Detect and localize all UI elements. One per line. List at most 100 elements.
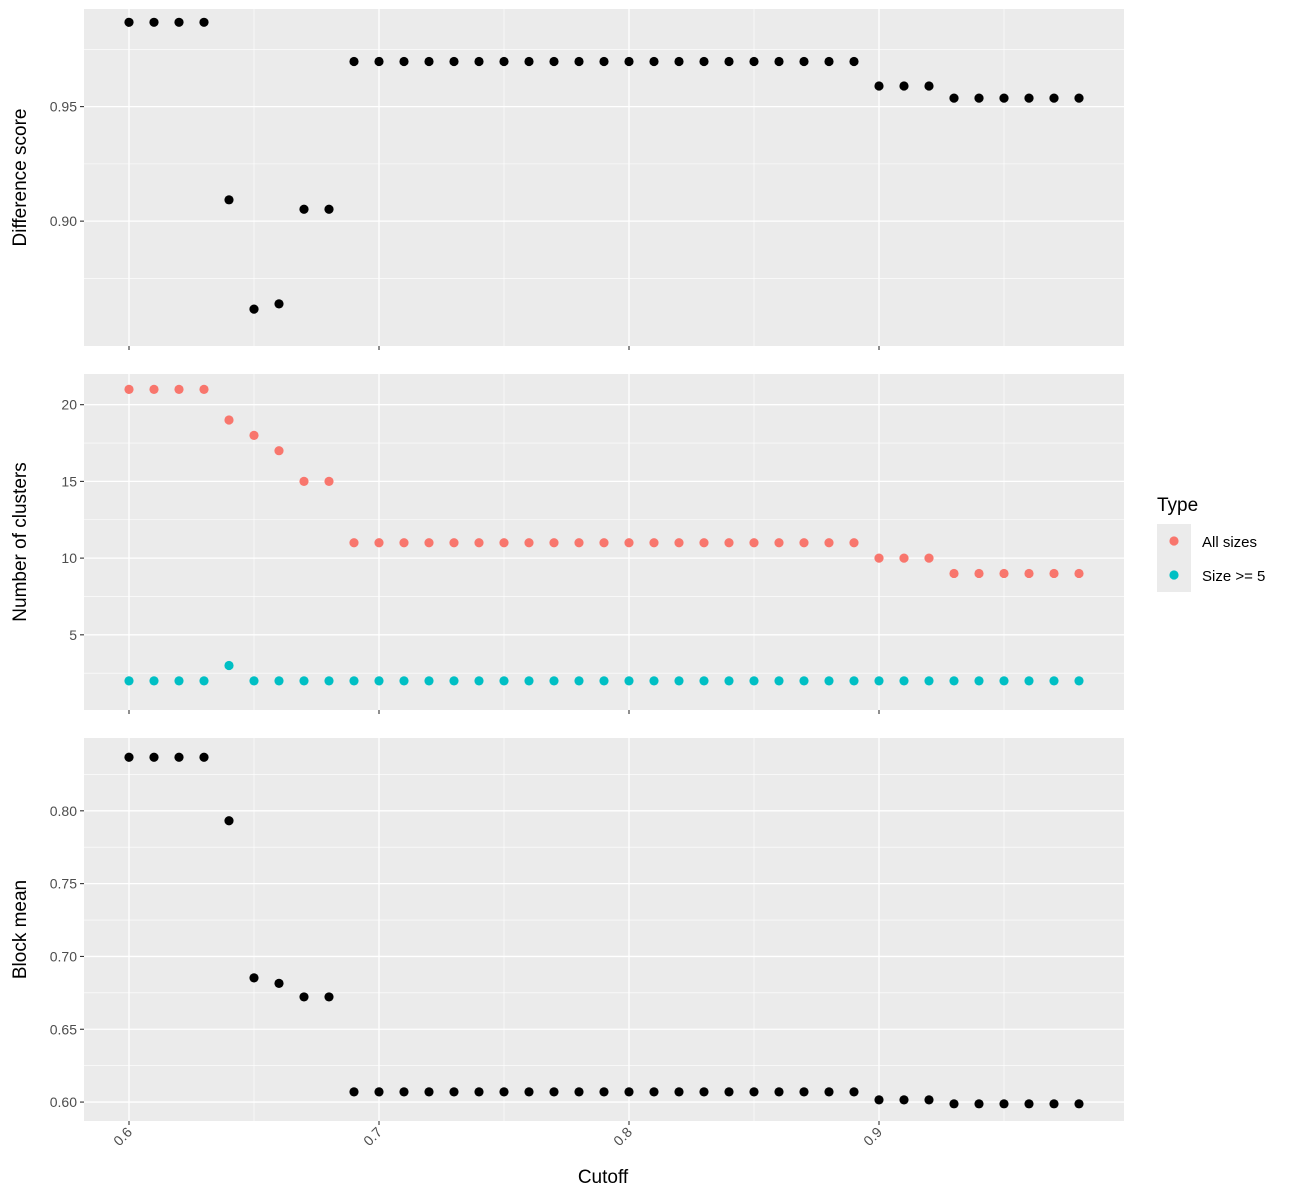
data-point <box>574 538 584 548</box>
panel-1: 0.90 0.95 Difference score <box>10 9 1124 350</box>
data-point <box>949 568 959 579</box>
data-point <box>949 676 959 686</box>
x-tick-label: 0.9 <box>860 1124 885 1149</box>
data-point <box>974 1099 984 1109</box>
data-point <box>474 538 484 548</box>
data-point <box>1049 1099 1059 1109</box>
data-point <box>924 676 934 686</box>
data-point <box>124 384 134 394</box>
data-point <box>624 538 634 548</box>
legend-key-all-sizes <box>1169 536 1179 546</box>
series-3-1 <box>124 752 1084 1109</box>
data-point <box>499 1087 509 1097</box>
data-point <box>1074 93 1084 103</box>
data-point <box>174 17 184 27</box>
data-point <box>649 676 659 686</box>
data-point <box>399 538 409 548</box>
data-point <box>824 538 834 548</box>
data-point <box>849 56 859 67</box>
data-point <box>624 56 634 67</box>
data-point <box>274 299 284 309</box>
data-point <box>249 676 259 686</box>
data-point <box>699 538 709 548</box>
data-point <box>224 415 234 425</box>
y-axis-title: Difference score <box>10 109 31 247</box>
data-point <box>974 676 984 686</box>
data-point <box>549 56 559 67</box>
data-point <box>174 752 184 762</box>
data-point <box>674 1087 684 1097</box>
data-point <box>149 752 159 762</box>
data-point <box>474 56 484 67</box>
data-point <box>574 56 584 67</box>
x-tick-label: 0.6 <box>110 1124 135 1149</box>
data-point <box>924 81 934 91</box>
data-point <box>499 676 509 686</box>
data-point <box>424 1087 434 1097</box>
data-point <box>549 676 559 686</box>
data-point <box>674 56 684 67</box>
data-point <box>299 476 309 486</box>
data-point <box>1024 93 1034 103</box>
data-point <box>874 676 884 686</box>
data-point <box>274 978 284 988</box>
data-point <box>399 1087 409 1097</box>
data-point <box>1074 1099 1084 1109</box>
data-point <box>274 446 284 456</box>
data-point <box>724 538 734 548</box>
data-point <box>349 538 359 548</box>
legend-key-size-ge-5 <box>1169 570 1179 580</box>
y-tick-label: 0.65 <box>50 1021 77 1037</box>
data-point <box>449 676 459 686</box>
data-point <box>949 93 959 103</box>
data-point <box>174 384 184 394</box>
y-tick-label: 0.95 <box>50 99 77 115</box>
data-point <box>199 676 209 686</box>
data-point <box>649 538 659 548</box>
data-point <box>649 56 659 67</box>
data-point <box>524 676 534 686</box>
y-tick-label: 0.80 <box>50 803 77 819</box>
data-point <box>449 538 459 548</box>
data-point <box>1074 568 1084 579</box>
data-point <box>574 1087 584 1097</box>
data-point <box>374 676 384 686</box>
data-point <box>674 538 684 548</box>
data-point <box>849 676 859 686</box>
data-point <box>424 56 434 67</box>
legend-label-all-sizes: All sizes <box>1202 534 1257 551</box>
data-point <box>549 538 559 548</box>
data-point <box>674 676 684 686</box>
data-point <box>874 553 884 563</box>
y-tick-label: 0.70 <box>50 948 77 964</box>
y-axis-title: Block mean <box>10 880 31 979</box>
data-point <box>299 992 309 1002</box>
data-point <box>349 676 359 686</box>
data-point <box>474 1087 484 1097</box>
data-point <box>624 1087 634 1097</box>
data-point <box>149 676 159 686</box>
data-point <box>374 538 384 548</box>
data-point <box>874 1095 884 1105</box>
y-tick-label: 15 <box>61 473 77 489</box>
data-point <box>199 384 209 394</box>
x-axis-title: Cutoff <box>578 1167 629 1188</box>
data-point <box>1024 568 1034 579</box>
data-point <box>974 93 984 103</box>
data-point <box>299 676 309 686</box>
data-point <box>799 1087 809 1097</box>
data-point <box>849 1087 859 1097</box>
data-point <box>599 676 609 686</box>
data-point <box>399 56 409 67</box>
data-point <box>524 56 534 67</box>
data-point <box>574 676 584 686</box>
data-point <box>124 676 134 686</box>
data-point <box>724 1087 734 1097</box>
data-point <box>449 1087 459 1097</box>
data-point <box>349 56 359 67</box>
data-point <box>399 676 409 686</box>
data-point <box>324 204 334 214</box>
panel-2: 5 10 15 20 Number of clusters <box>10 374 1124 714</box>
data-point <box>749 56 759 67</box>
data-point <box>249 304 259 314</box>
